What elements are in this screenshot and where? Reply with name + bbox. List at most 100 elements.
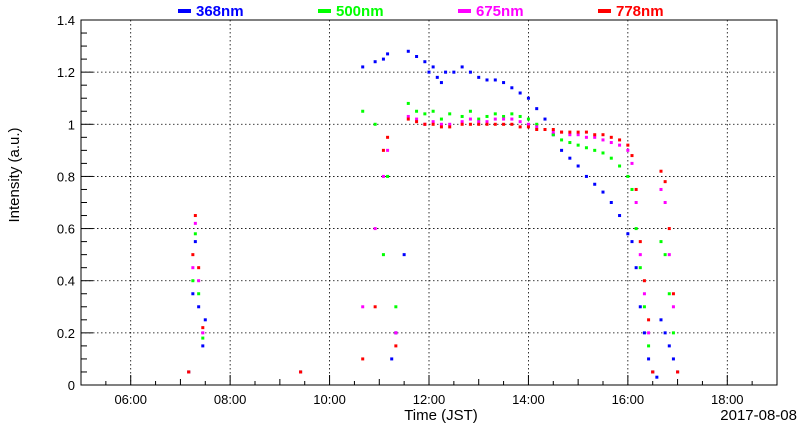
data-point [361,357,365,361]
data-point [386,174,390,178]
data-point [671,331,675,335]
data-point [647,331,651,335]
data-point [526,122,530,126]
data-point [663,201,667,204]
legend-swatch [178,9,191,13]
x-tick-label: 12:00 [413,392,446,407]
data-point [201,326,205,330]
y-tick-label: 1.4 [57,13,75,28]
x-tick-label: 14:00 [512,392,545,407]
data-point [444,70,448,74]
data-point [551,130,555,134]
data-point [560,130,564,134]
data-point [609,135,613,139]
data-point [477,117,481,121]
data-point [406,49,410,53]
legend-label: 778nm [616,3,664,20]
data-point [568,156,572,160]
data-point [493,78,497,82]
data-point [584,135,588,139]
data-point [642,292,646,296]
data-point [535,125,539,129]
data-point [394,305,398,309]
data-point [667,344,671,348]
data-point [193,221,197,225]
data-point [634,187,638,191]
data-point [618,143,622,147]
data-point [576,133,580,137]
data-point [502,81,506,85]
data-point [439,125,443,129]
data-point [406,114,410,118]
data-point [197,279,201,283]
data-point [593,148,597,152]
data-point [423,60,427,64]
data-point [601,133,605,137]
data-point [191,266,195,270]
legend-swatch [458,9,471,13]
y-tick-label: 0.4 [57,274,75,289]
data-point [435,75,439,79]
data-point [390,357,394,361]
data-point [502,122,506,126]
data-point [510,122,514,126]
data-point [191,279,195,283]
data-point [655,375,659,379]
data-point [394,344,398,348]
data-point [663,331,667,335]
data-point [502,117,506,121]
data-point [431,120,435,124]
data-point [373,227,377,231]
data-point [201,336,205,340]
data-point [373,60,377,64]
y-tick-label: 0.2 [57,326,75,341]
data-point [510,117,514,121]
legend: 368nm 500nm 675nm 778nm [178,3,664,20]
data-point [535,107,539,111]
data-point [448,125,452,129]
data-point [651,370,655,374]
data-point [427,70,431,74]
legend-label: 675nm [476,3,524,20]
data-point [477,75,481,79]
data-point [460,120,464,124]
x-axis-ticks: 06:00 08:00 10:00 12:00 14:00 16:00 18:00 [105,375,753,407]
data-point [551,133,555,137]
data-point [584,174,588,178]
data-point [193,240,197,244]
y-tick-label: 0 [68,378,75,393]
data-point [630,161,634,165]
data-point [187,370,191,374]
data-point [609,141,613,145]
data-point [373,122,377,126]
data-point [518,91,522,95]
data-point [493,112,497,116]
data-point [638,240,642,244]
data-point [423,122,427,126]
data-point [394,331,398,335]
data-point [626,143,630,147]
data-point [201,344,205,348]
data-point [601,151,605,155]
data-point [535,122,539,126]
series-778nm [187,117,680,374]
data-point [361,109,365,113]
data-point [502,114,506,118]
data-point [638,253,642,257]
data-point [642,331,646,335]
data-point [201,331,205,335]
data-point [193,232,197,236]
data-point [415,55,419,58]
data-point [626,232,630,236]
x-tick-label: 18:00 [711,392,744,407]
data-point [439,81,443,85]
data-point [373,305,377,309]
data-point [601,190,605,194]
data-point [460,122,464,126]
y-tick-label: 1 [68,117,75,132]
data-point [609,201,613,204]
data-point [406,117,410,121]
data-point [526,125,530,129]
